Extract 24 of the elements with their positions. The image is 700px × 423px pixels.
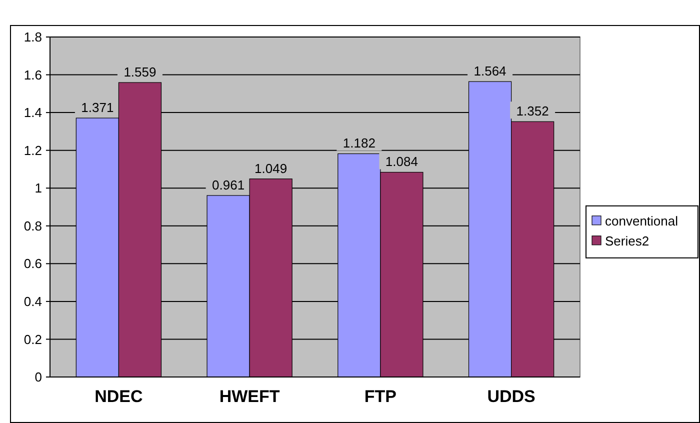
x-tick-label: UDDS [487,387,536,406]
data-label: 1.352 [516,104,549,119]
x-tick-label: NDEC [94,387,143,406]
y-tick-label: 1.2 [24,142,42,158]
data-label: 1.559 [124,64,156,80]
y-tick-label: 1.8 [24,30,42,45]
x-tick-label: FTP [364,387,396,406]
data-label: 1.049 [254,160,288,176]
y-tick-label: 1.6 [24,67,42,82]
data-label: 1.084 [385,154,418,170]
y-tick-label: 1.4 [24,105,42,120]
y-tick-label: 0.8 [24,218,42,234]
data-label: 1.564 [474,64,506,79]
legend-label: Series2 [605,233,650,248]
y-tick-label: 0.2 [24,332,42,347]
y-tick-label: 0.6 [24,256,42,272]
y-tick-label: 0.4 [24,294,42,309]
legend-label: conventional [605,213,678,228]
y-tick-label: 0 [34,370,42,385]
data-label: 1.182 [342,136,376,151]
data-label: 1.371 [81,100,114,116]
x-tick-label: HWEFT [219,387,280,406]
y-tick-label: 1 [34,180,42,196]
data-label: 0.961 [212,177,245,192]
